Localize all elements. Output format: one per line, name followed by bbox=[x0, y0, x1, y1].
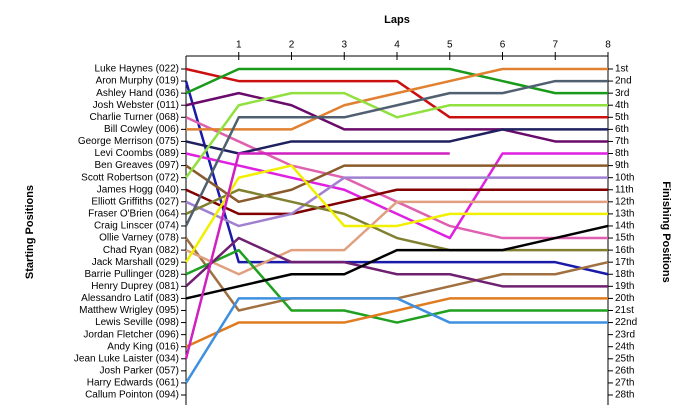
legend-label: Barrie Pullinger (028) bbox=[85, 269, 180, 280]
y2-tick-label: 9th bbox=[615, 160, 629, 171]
y2-tick-label: 23rd bbox=[615, 329, 635, 340]
legend-label: Luke Haynes (022) bbox=[95, 64, 180, 75]
legend-label: Chad Ryan (082) bbox=[103, 245, 179, 256]
x-tick-label: 4 bbox=[394, 40, 400, 51]
x-tick-label: 1 bbox=[236, 40, 242, 51]
y2-tick-label: 20th bbox=[615, 293, 634, 304]
legend-label: Lewis Seville (098) bbox=[95, 317, 179, 328]
y2-tick-label: 13th bbox=[615, 209, 634, 220]
x-tick-label: 8 bbox=[605, 40, 611, 51]
y2-tick-label: 21st bbox=[615, 305, 634, 316]
series-line bbox=[185, 176, 608, 228]
y2-tick-label: 25th bbox=[615, 353, 634, 364]
series-line bbox=[185, 188, 608, 252]
series-line bbox=[185, 67, 608, 119]
series-line bbox=[186, 67, 608, 131]
legend-label: Ashley Hand (036) bbox=[96, 88, 179, 99]
x-tick-label: 2 bbox=[289, 40, 295, 51]
y2-tick-label: 10th bbox=[615, 172, 634, 183]
series-line bbox=[185, 164, 608, 204]
y2-tick-label: 22nd bbox=[615, 317, 637, 328]
chart-title: Laps bbox=[384, 14, 410, 26]
legend-label: Matthew Wrigley (095) bbox=[79, 305, 179, 316]
series-line bbox=[185, 297, 608, 348]
y2-tick-label: 11th bbox=[615, 184, 634, 195]
x-tick-label: 7 bbox=[552, 40, 558, 51]
series-line bbox=[184, 152, 450, 360]
legend-label: Andy King (016) bbox=[107, 341, 179, 352]
series-line bbox=[184, 91, 608, 179]
legend-label: Aron Murphy (019) bbox=[96, 76, 179, 87]
y2-tick-label: 19th bbox=[615, 281, 634, 292]
legend-label: Fraser O'Brien (064) bbox=[88, 209, 179, 220]
legend-label: Jean Luke Laister (034) bbox=[74, 353, 179, 364]
series-line bbox=[185, 200, 608, 276]
y2-tick-label: 4th bbox=[615, 100, 629, 111]
y2-tick-label: 14th bbox=[615, 221, 634, 232]
legend-label: Ben Greaves (097) bbox=[95, 160, 180, 171]
y2-tick-label: 15th bbox=[615, 233, 634, 244]
legend-label: Craig Linscer (074) bbox=[94, 221, 179, 232]
legend-label: Callum Pointon (094) bbox=[85, 390, 179, 401]
y2-tick-label: 28th bbox=[615, 390, 634, 401]
series-line bbox=[185, 91, 608, 143]
series-line bbox=[185, 128, 608, 155]
legend-label: Henry Duprey (081) bbox=[91, 281, 179, 292]
legend-label: Josh Webster (011) bbox=[93, 100, 179, 111]
series-line bbox=[184, 80, 609, 276]
y2-tick-label: 3rd bbox=[615, 88, 629, 99]
y2-tick-label: 12th bbox=[615, 196, 634, 207]
legend-label: Jack Marshall (029) bbox=[92, 257, 179, 268]
y2-tick-label: 24th bbox=[615, 341, 634, 352]
x-tick-label: 3 bbox=[341, 40, 347, 51]
legend-label: Alessandro Latif (083) bbox=[81, 293, 179, 304]
legend-label: Scott Robertson (072) bbox=[81, 172, 179, 183]
y2-tick-label: 5th bbox=[615, 112, 629, 123]
y-axis-label: Starting Positions bbox=[24, 185, 36, 279]
legend-label: George Merrison (075) bbox=[78, 136, 179, 147]
series-line bbox=[184, 297, 608, 384]
legend-label: Charlie Turner (068) bbox=[90, 112, 179, 123]
y2-tick-label: 17th bbox=[615, 257, 634, 268]
series-line bbox=[185, 67, 608, 95]
legend-label: James Hogg (040) bbox=[97, 184, 179, 195]
series-line bbox=[185, 248, 608, 324]
series-line bbox=[185, 152, 608, 240]
x-tick-label: 5 bbox=[447, 40, 453, 51]
y2-tick-label: 26th bbox=[615, 365, 634, 376]
series-line bbox=[185, 236, 608, 288]
y2-tick-label: 7th bbox=[615, 136, 629, 147]
legend-label: Levi Coombs (089) bbox=[95, 148, 179, 159]
y2-tick-label: 1st bbox=[615, 64, 629, 75]
series-line bbox=[185, 188, 608, 216]
y2-tick-label: 2nd bbox=[615, 76, 632, 87]
y2-axis-label: Finishing Positions bbox=[660, 181, 672, 282]
y2-tick-label: 8th bbox=[615, 148, 629, 159]
legend-label: Josh Parker (057) bbox=[100, 365, 179, 376]
legend-label: Ollie Varney (078) bbox=[99, 233, 179, 244]
series-line bbox=[184, 164, 608, 263]
legend-label: Elliott Griffiths (027) bbox=[91, 196, 179, 207]
series-line bbox=[184, 79, 608, 227]
legend-label: Harry Edwards (061) bbox=[87, 378, 179, 389]
series-line bbox=[185, 224, 609, 300]
y2-tick-label: 27th bbox=[615, 378, 634, 389]
legend-label: Bill Cowley (006) bbox=[104, 124, 179, 135]
y2-tick-label: 18th bbox=[615, 269, 634, 280]
legend-label: Jordan Fletcher (096) bbox=[83, 329, 179, 340]
y2-tick-label: 6th bbox=[615, 124, 629, 135]
y2-tick-label: 16th bbox=[615, 245, 634, 256]
x-tick-label: 6 bbox=[500, 40, 506, 51]
